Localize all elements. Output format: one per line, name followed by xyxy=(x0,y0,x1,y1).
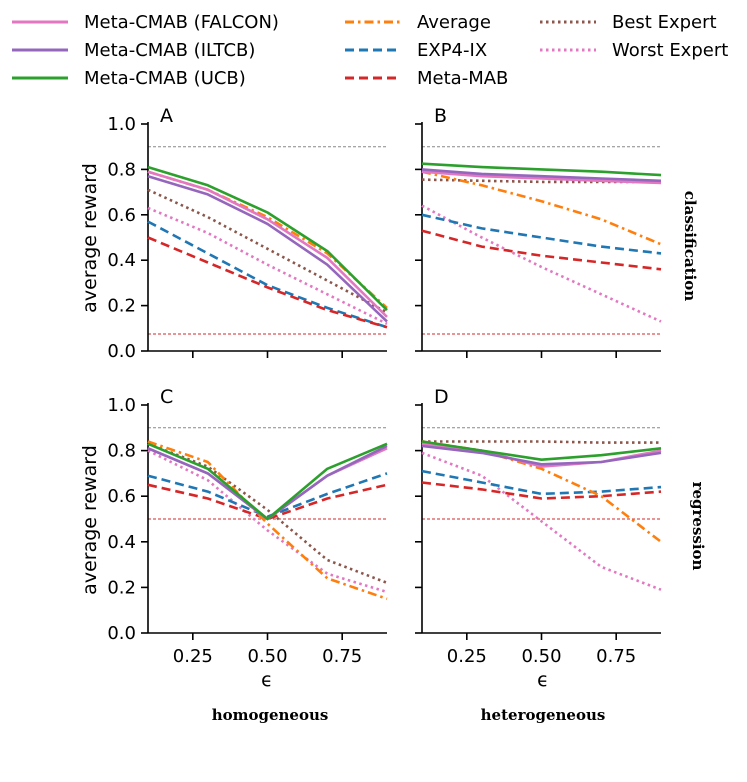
series-worst-expert xyxy=(421,451,662,591)
legend-item-meta-cmab-falcon: Meta-CMAB (FALCON) xyxy=(12,12,279,33)
series-worst-expert xyxy=(147,449,388,594)
y-tick-label: 0.0 xyxy=(107,623,136,644)
legend-label: Meta-CMAB (UCB) xyxy=(84,68,246,89)
panel-c: 0.0 0.2 0.4 0.6 0.8 1.0 0.25 0.50 0.75 C xyxy=(107,386,388,667)
y-tick-label: 0.4 xyxy=(107,250,136,271)
series-meta-cmab-ucb xyxy=(147,165,388,312)
series-meta-mab xyxy=(147,236,388,329)
panel-letter: C xyxy=(160,386,173,408)
series-exp4-ix xyxy=(147,472,388,519)
panel-letter: D xyxy=(434,386,449,408)
series-meta-cmab-ucb xyxy=(147,442,388,521)
series-meta-mab xyxy=(421,481,662,500)
legend: Meta-CMAB (FALCON) Meta-CMAB (ILTCB) Meta-… xyxy=(12,12,728,89)
series-average xyxy=(147,440,388,601)
series-meta-cmab-iltcb xyxy=(421,444,662,466)
xlabel-left: ϵ xyxy=(261,669,273,691)
x-tick-label: 0.25 xyxy=(173,646,213,667)
series-exp4-ix xyxy=(421,469,662,496)
legend-item-exp4-ix: EXP4-IX xyxy=(345,40,487,61)
series-average xyxy=(421,170,662,246)
y-tick-label: 0.6 xyxy=(107,205,136,226)
legend-label: EXP4-IX xyxy=(417,40,487,61)
legend-item-meta-cmab-iltcb: Meta-CMAB (ILTCB) xyxy=(12,40,255,61)
y-tick-label: 0.8 xyxy=(107,159,136,180)
y-tick-label: 1.0 xyxy=(107,114,136,135)
col-label-heterogeneous: heterogeneous xyxy=(481,706,606,724)
series-meta-mab xyxy=(147,483,388,521)
panels: 0.00.20.40.60.81.0 A B0.00.20.40.60.81.00.… xyxy=(107,105,662,667)
y-tick-label: 0.4 xyxy=(107,532,136,553)
legend-item-meta-cmab-ucb: Meta-CMAB (UCB) xyxy=(12,68,246,89)
ylabel-bottom: average reward xyxy=(79,445,101,595)
y-tick-label: 0.8 xyxy=(107,441,136,462)
series-meta-cmab-ucb xyxy=(421,440,662,462)
panel-letter: B xyxy=(434,105,447,127)
series-exp4-ix xyxy=(147,220,388,329)
series-best-expert xyxy=(147,442,388,585)
y-tick-label: 1.0 xyxy=(107,395,136,416)
series-meta-cmab-iltcb xyxy=(421,168,662,183)
legend-item-average: Average xyxy=(345,12,491,33)
legend-label: Meta-CMAB (ILTCB) xyxy=(84,40,255,61)
legend-label: Meta-MAB xyxy=(417,68,508,89)
x-tick-label: 0.75 xyxy=(322,646,362,667)
x-tick-label: 0.50 xyxy=(247,646,287,667)
series-best-expert xyxy=(422,440,661,444)
x-tick-label: 0.25 xyxy=(447,646,487,667)
row-label-regression: regression xyxy=(689,482,707,571)
series-meta-cmab-falcon xyxy=(421,170,662,185)
legend-item-meta-mab: Meta-MAB xyxy=(345,68,508,89)
legend-label: Worst Expert xyxy=(612,40,728,61)
col-label-homogeneous: homogeneous xyxy=(212,706,329,724)
legend-label: Meta-CMAB (FALCON) xyxy=(84,12,279,33)
series-meta-cmab-ucb xyxy=(421,162,662,177)
series-meta-cmab-iltcb xyxy=(147,174,388,323)
ylabel-top: average reward xyxy=(79,163,101,313)
panel-a: 0.0 0.2 0.4 0.6 0.8 1.0 A xyxy=(107,105,388,362)
row-label-classification: classification xyxy=(681,191,699,302)
legend-label: Average xyxy=(417,12,491,33)
y-tick-label: 0.6 xyxy=(107,486,136,507)
series-worst-expert xyxy=(421,204,662,323)
panel-b: B xyxy=(415,105,662,358)
legend-label: Best Expert xyxy=(612,12,717,33)
y-tick-label: 0.2 xyxy=(107,296,136,317)
series-meta-cmab-falcon xyxy=(147,170,388,318)
series-meta-mab xyxy=(421,229,662,271)
legend-item-best-expert: Best Expert xyxy=(540,12,717,33)
x-tick-label: 0.50 xyxy=(521,646,561,667)
panel-d: 0.25 0.50 0.75 D xyxy=(415,386,662,667)
y-tick-label: 0.2 xyxy=(107,577,136,598)
legend-item-worst-expert: Worst Expert xyxy=(540,40,728,61)
panel-letter: A xyxy=(160,105,173,127)
series-best-expert xyxy=(147,188,388,314)
x-tick-label: 0.75 xyxy=(596,646,636,667)
series-exp4-ix xyxy=(421,213,662,255)
xlabel-right: ϵ xyxy=(537,669,549,691)
series-worst-expert xyxy=(147,206,388,325)
y-tick-label: 0.0 xyxy=(107,341,136,362)
